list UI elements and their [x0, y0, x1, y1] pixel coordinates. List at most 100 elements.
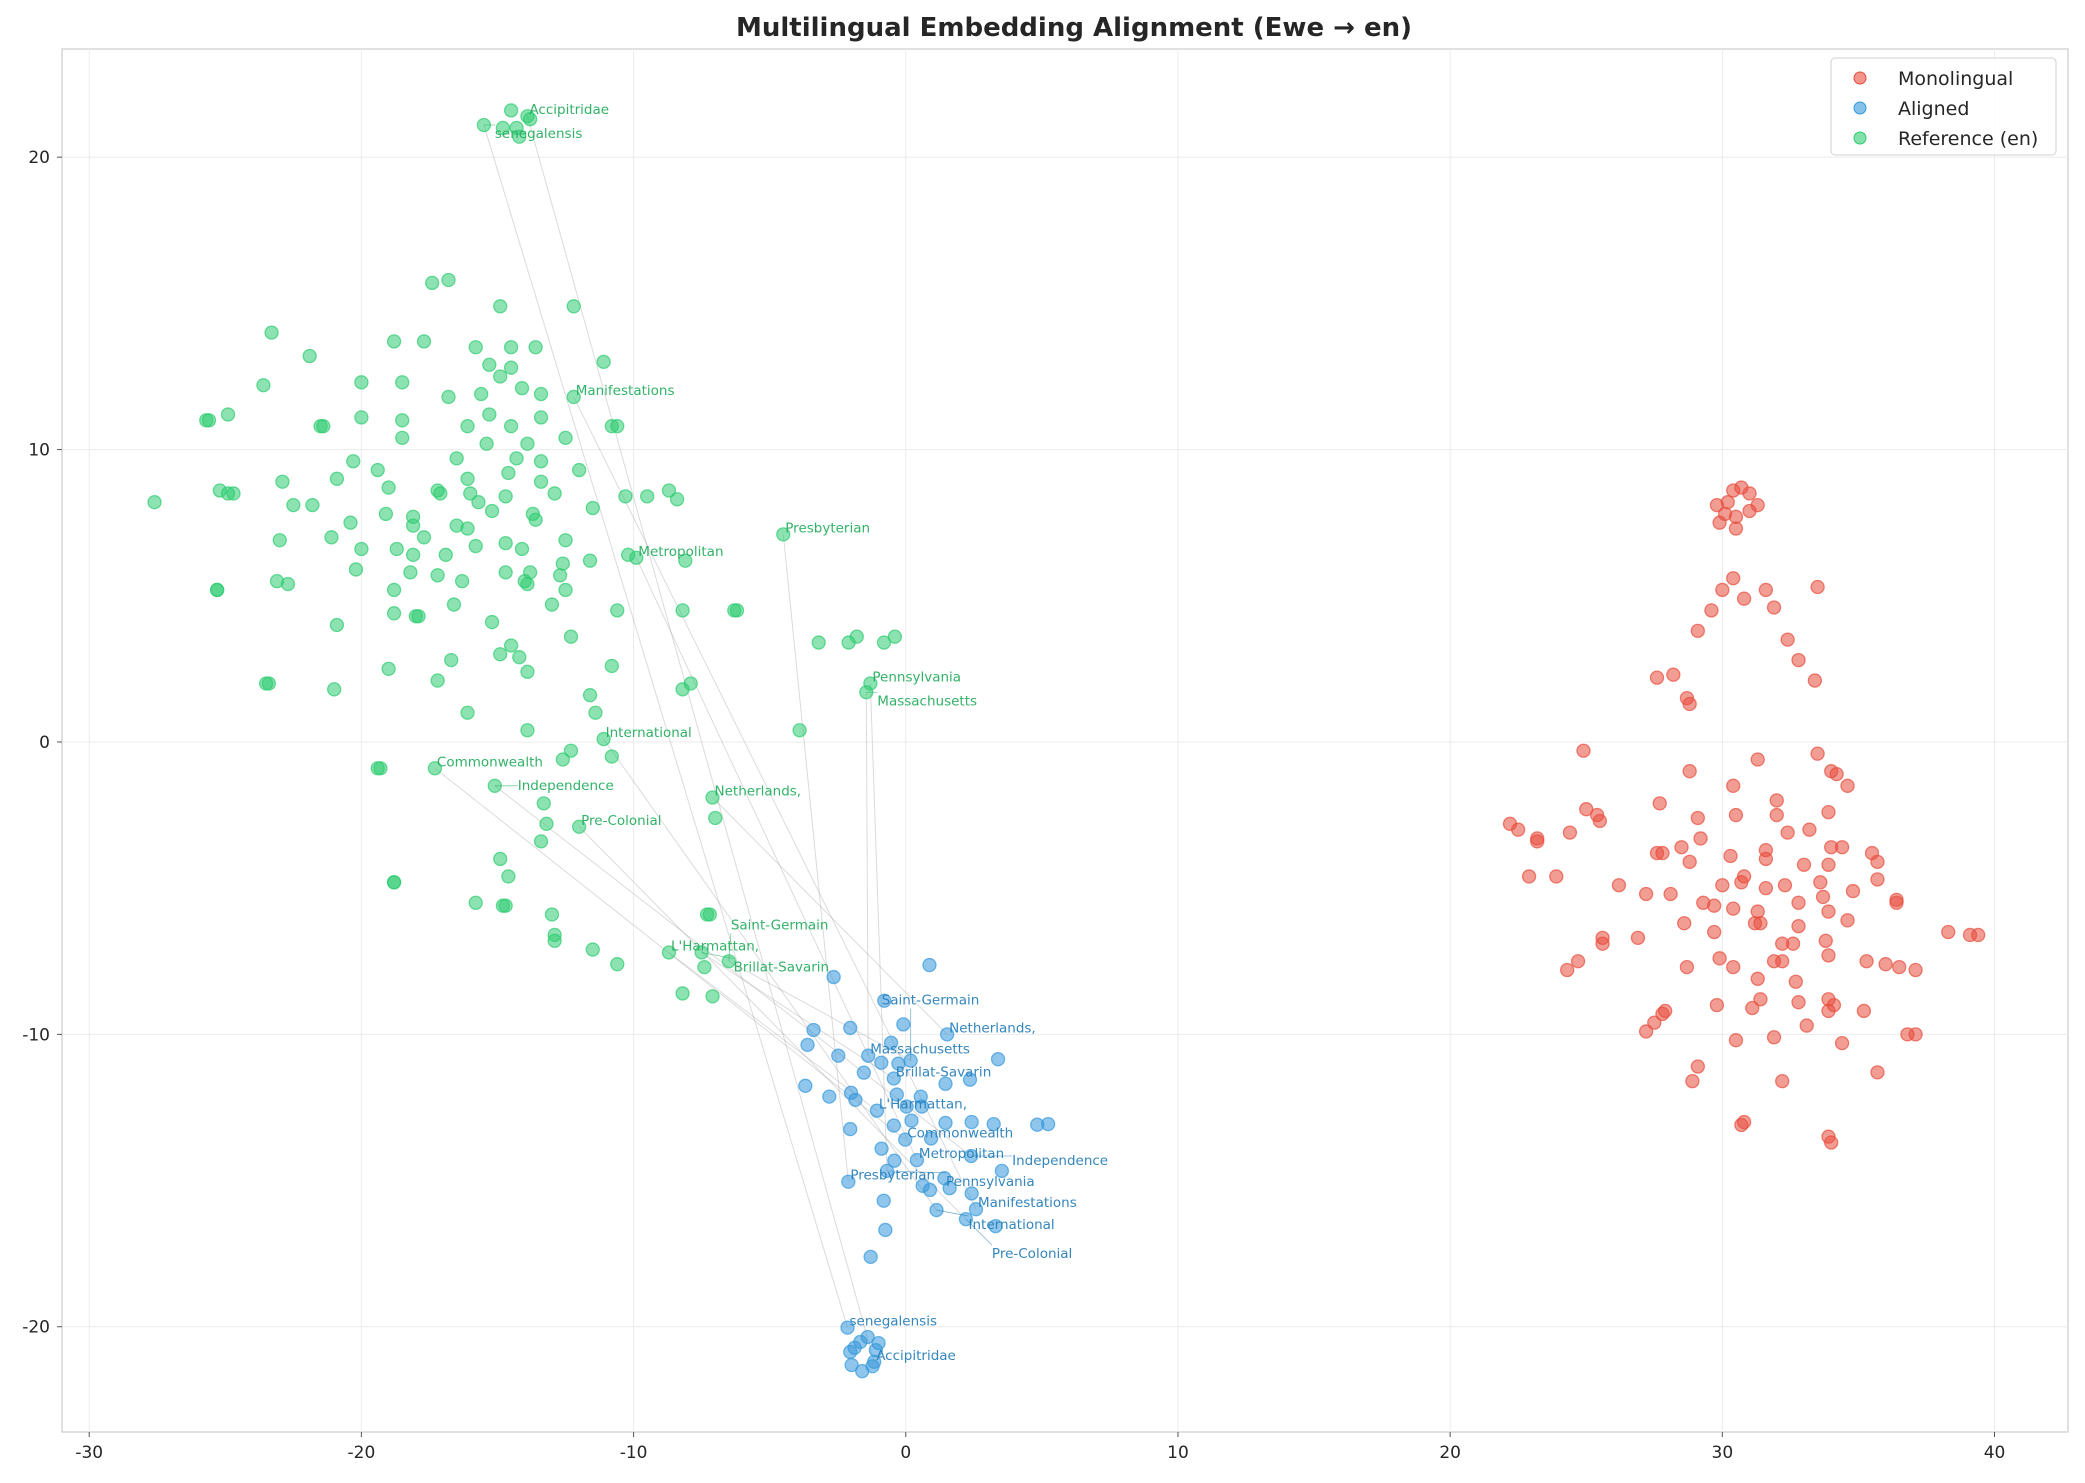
monolingual-point — [1856, 1003, 1872, 1019]
reference-point — [705, 989, 720, 1004]
reference-point — [539, 816, 554, 831]
reference-point — [596, 354, 611, 370]
monolingual-point — [1840, 913, 1855, 928]
y-tick-label: -10 — [22, 1025, 50, 1045]
plot-area — [61, 48, 2069, 1433]
reference-point — [493, 369, 508, 384]
reference-point — [446, 597, 462, 612]
x-tick-label: -30 — [75, 1443, 103, 1463]
monolingual-point — [1666, 667, 1681, 682]
aligned-point — [962, 1072, 978, 1087]
monolingual-point — [1726, 571, 1741, 586]
reference-point — [547, 486, 562, 501]
reference-point — [433, 486, 448, 501]
reference-word-label: Pennsylvania — [872, 669, 961, 685]
reference-word-label: L'Harmattan, — [671, 938, 759, 954]
reference-point — [395, 413, 410, 428]
x-tick-label: -10 — [620, 1443, 648, 1463]
aligned-point — [863, 1249, 878, 1265]
reference-point — [449, 451, 464, 466]
reference-point — [484, 614, 500, 630]
reference-point — [876, 635, 892, 650]
monolingual-point — [1652, 796, 1667, 811]
aligned-point — [922, 957, 937, 973]
monolingual-point — [1592, 813, 1607, 829]
reference-point — [460, 419, 475, 434]
monolingual-point — [1791, 995, 1806, 1010]
reference-point — [493, 299, 508, 314]
aligned-point — [914, 1099, 929, 1114]
monolingual-point — [1769, 807, 1784, 823]
aligned-point — [964, 1114, 979, 1130]
monolingual-point — [1690, 1059, 1705, 1074]
reference-point — [582, 688, 598, 703]
monolingual-point — [1511, 822, 1526, 837]
reference-point — [566, 389, 581, 405]
aligned-point — [886, 1071, 901, 1086]
monolingual-point — [1570, 954, 1586, 969]
reference-point — [503, 419, 519, 434]
legend-label-reference: Reference (en) — [1898, 128, 2038, 150]
reference-point — [286, 497, 301, 513]
monolingual-point — [1821, 1003, 1836, 1019]
monolingual-point — [1758, 582, 1774, 598]
reference-point — [468, 538, 483, 554]
reference-word-label: Saint-Germain — [731, 917, 829, 933]
aligned-point — [909, 1152, 925, 1168]
reference-point — [520, 664, 535, 679]
monolingual-point — [1821, 804, 1836, 820]
reference-point — [566, 299, 581, 314]
monolingual-point — [1824, 1135, 1839, 1150]
reference-point — [618, 489, 633, 504]
monolingual-point — [1870, 854, 1885, 869]
reference-point — [558, 533, 573, 548]
reference-point — [533, 474, 549, 489]
reference-word-label: International — [606, 725, 692, 741]
reference-point — [610, 603, 625, 618]
reference-point — [354, 375, 369, 390]
monolingual-point — [1870, 872, 1885, 887]
aligned-point — [826, 969, 841, 985]
monolingual-point — [1647, 1015, 1662, 1030]
aligned-point — [899, 1099, 914, 1114]
reference-point — [533, 454, 549, 469]
aligned-word-label: Metropolitan — [919, 1146, 1004, 1162]
data-points — [147, 103, 1986, 1379]
monolingual-point — [1971, 927, 1986, 943]
reference-point — [501, 869, 516, 884]
reference-point — [348, 562, 364, 577]
reference-point — [220, 407, 236, 422]
reference-point — [528, 512, 543, 527]
alignment-link — [782, 534, 849, 1182]
reference-point — [520, 436, 535, 451]
chart-title: Multilingual Embedding Alignment (Ewe → … — [736, 13, 1412, 43]
label-leader-line — [701, 952, 734, 959]
monolingual-point — [1562, 825, 1578, 840]
reference-point — [495, 120, 511, 136]
y-tick-label: 20 — [28, 148, 50, 168]
reference-point — [558, 430, 573, 446]
aligned-point — [990, 1052, 1006, 1067]
aligned-point — [844, 1357, 859, 1373]
monolingual-point — [1745, 1000, 1760, 1016]
monolingual-point — [1758, 881, 1774, 896]
alignment-link — [728, 960, 911, 1062]
monolingual-point — [1549, 869, 1564, 884]
monolingual-point — [1728, 1033, 1744, 1048]
reference-word-label: Netherlands, — [715, 784, 802, 800]
aligned-word-label: L'Harmattan, — [879, 1097, 967, 1113]
reference-point — [386, 606, 402, 621]
reference-point — [520, 723, 535, 738]
reference-point — [220, 486, 236, 501]
monolingual-point — [1712, 515, 1727, 530]
reference-point — [430, 673, 445, 688]
reference-point — [261, 676, 277, 691]
reference-point — [697, 959, 712, 975]
reference-point — [555, 556, 570, 571]
aligned-point — [883, 1035, 899, 1050]
monolingual-point — [1579, 802, 1594, 817]
y-tick-label: 10 — [28, 441, 50, 461]
monolingual-point — [1742, 486, 1757, 501]
reference-point — [354, 541, 369, 557]
aligned-point — [869, 1103, 885, 1118]
